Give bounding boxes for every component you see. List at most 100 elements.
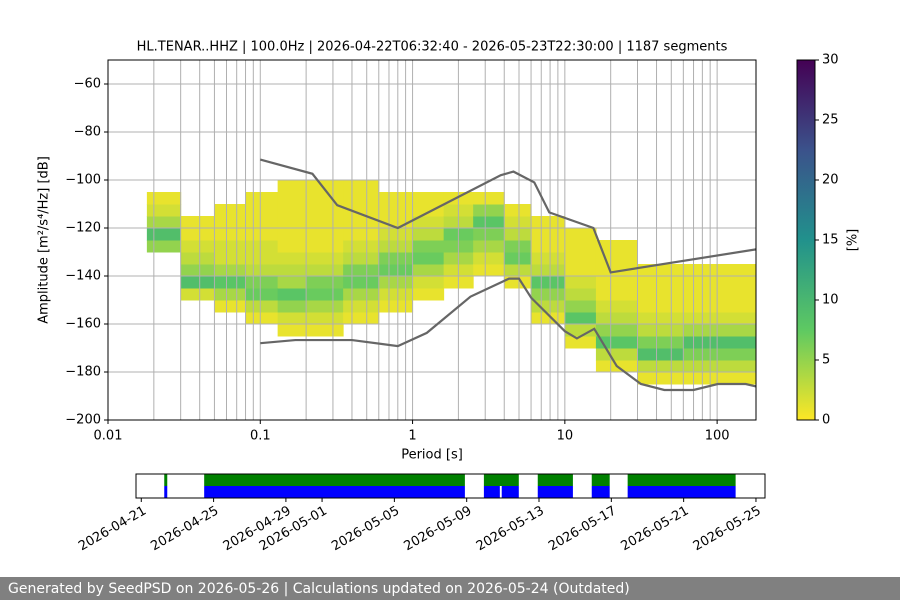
coverage-segment <box>483 474 519 486</box>
density-cell <box>412 276 445 289</box>
footer-text: Generated by SeedPSD on 2026-05-26 | Cal… <box>8 581 630 597</box>
density-cell <box>214 288 247 301</box>
density-cell <box>378 228 414 241</box>
density-cell <box>378 204 414 217</box>
density-cell <box>531 252 566 265</box>
density-cell <box>245 300 279 313</box>
density-cell <box>473 252 505 265</box>
density-cell <box>146 192 182 205</box>
density-cell <box>306 288 344 301</box>
density-cell <box>504 228 532 241</box>
x-tick-label: 1 <box>408 429 416 444</box>
coverage-segment <box>537 474 573 486</box>
density-cell <box>564 312 597 325</box>
density-cell <box>683 336 756 349</box>
density-cell <box>306 228 344 241</box>
density-cell <box>531 228 566 241</box>
density-cell <box>637 360 684 373</box>
y-tick-label: −160 <box>65 317 101 332</box>
density-cell <box>531 288 566 301</box>
density-cell <box>343 288 380 301</box>
density-cell <box>214 252 247 265</box>
density-cell <box>214 204 247 217</box>
y-tick-label: −180 <box>65 365 101 380</box>
density-cell <box>245 252 279 265</box>
density-cell <box>378 264 414 277</box>
coverage-segment <box>537 486 573 498</box>
density-cell <box>412 216 445 229</box>
density-cell <box>531 276 566 289</box>
density-cell <box>180 240 215 253</box>
x-tick-label: 100 <box>705 429 730 444</box>
y-tick-label: −200 <box>65 413 101 428</box>
density-cell <box>473 204 505 217</box>
noise-model-line <box>259 158 756 274</box>
colorbar-tick-label: 30 <box>822 53 839 68</box>
density-cell <box>564 264 597 277</box>
density-cell <box>146 240 182 253</box>
density-cell <box>412 288 445 301</box>
density-cell <box>306 204 344 217</box>
density-cell <box>473 216 505 229</box>
density-cell <box>531 216 566 229</box>
density-cell <box>683 348 756 361</box>
density-cell <box>412 228 445 241</box>
density-cell <box>180 264 215 277</box>
density-cell <box>473 228 505 241</box>
coverage-segment <box>591 486 610 498</box>
density-cell <box>595 252 639 265</box>
x-tick-label: 0.01 <box>94 429 123 444</box>
x-axis-label: Period [s] <box>401 448 463 463</box>
timeline-frame <box>135 473 766 499</box>
density-cell <box>245 216 279 229</box>
density-cell <box>343 192 380 205</box>
y-axis-label: Amplitude [m²/s⁴/Hz] [dB] <box>37 156 52 324</box>
coverage-segment <box>627 474 736 486</box>
chart-title: HL.TENAR..HHZ | 100.0Hz | 2026-04-22T06:… <box>137 40 728 55</box>
timeline-tick-label: 2026-05-25 <box>691 504 764 555</box>
timeline-tick-label: 2026-05-13 <box>474 504 547 555</box>
density-cell <box>214 264 247 277</box>
density-cell <box>306 264 344 277</box>
colorbar-label: [%] <box>846 229 861 252</box>
density-cell <box>180 288 215 301</box>
density-cell <box>531 240 566 253</box>
density-cell <box>473 192 505 205</box>
density-cell <box>637 312 684 325</box>
plot-frame <box>107 59 757 421</box>
density-cell <box>564 288 597 301</box>
density-cell <box>306 252 344 265</box>
density-cell <box>180 216 215 229</box>
density-cell <box>277 216 307 229</box>
density-cell <box>146 216 182 229</box>
density-cell <box>277 180 307 193</box>
noise-model-line <box>260 277 756 392</box>
timeline-tick-label: 2026-04-21 <box>76 504 149 555</box>
density-cell <box>637 276 684 289</box>
density-cell <box>245 288 279 301</box>
density-cell <box>504 252 532 265</box>
density-cell <box>564 300 597 313</box>
colorbar-tick-label: 25 <box>822 113 839 128</box>
density-cell <box>637 372 684 385</box>
y-tick-label: −120 <box>65 221 101 236</box>
colorbar-tick-label: 5 <box>822 353 830 368</box>
density-cell <box>637 300 684 313</box>
x-tick-label: 10 <box>557 429 574 444</box>
density-cell <box>473 240 505 253</box>
density-cell <box>378 288 414 301</box>
colorbar <box>796 59 816 421</box>
density-cell <box>595 324 639 337</box>
density-cell <box>277 264 307 277</box>
density-cell <box>146 204 182 217</box>
density-cell <box>504 264 532 277</box>
density-cell <box>683 288 756 301</box>
density-cell <box>473 264 505 277</box>
density-cell <box>214 276 247 289</box>
density-cell <box>564 252 597 265</box>
density-cell <box>412 192 445 205</box>
density-cell <box>245 228 279 241</box>
timeline-tick-label: 2026-05-21 <box>618 504 691 555</box>
density-cell <box>531 264 566 277</box>
density-cell <box>595 240 639 253</box>
